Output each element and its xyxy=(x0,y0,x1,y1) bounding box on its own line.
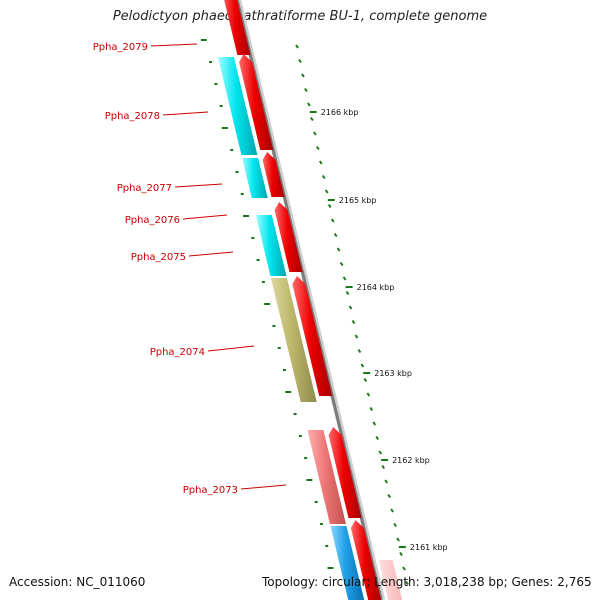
scale-minor-tick xyxy=(393,522,397,528)
scale-minor-tick xyxy=(405,580,409,586)
blue-cog-2072 xyxy=(330,526,365,600)
scale-minor-tick xyxy=(351,319,356,325)
pink-feature xyxy=(378,560,403,600)
scale-minor-tick xyxy=(378,450,383,455)
scale-label: 2164 kbp xyxy=(357,283,395,292)
scale-label: 2165 kbp xyxy=(339,196,377,205)
scale-label: 2162 kbp xyxy=(392,456,430,465)
gene-label-leader xyxy=(182,214,228,220)
gene-label-leader xyxy=(150,43,198,47)
scale-minor-tick xyxy=(301,73,305,78)
gene-label[interactable]: Ppha_2073 xyxy=(183,485,238,496)
red-gene-2078 xyxy=(239,54,274,150)
scale-minor-tick xyxy=(375,435,380,441)
gene-label[interactable]: Ppha_2079 xyxy=(93,42,148,53)
scale-minor-tick xyxy=(402,566,406,571)
scale-minor-tick xyxy=(304,87,308,93)
salmon-cog-2073 xyxy=(307,430,346,524)
gene-label-leader xyxy=(188,251,234,257)
scale-minor-tick xyxy=(295,44,299,49)
backbone-line xyxy=(235,0,383,600)
gene-label-leader xyxy=(207,345,255,352)
gene-label[interactable]: Ppha_2078 xyxy=(105,111,160,122)
khaki-cog-2074 xyxy=(270,278,317,402)
scale-minor-tick xyxy=(307,102,311,107)
scale-minor-tick xyxy=(345,290,350,296)
red-gene-2079 xyxy=(224,0,251,55)
scale-label: 2166 kbp xyxy=(321,108,359,117)
scale-minor-tick xyxy=(318,160,323,165)
scale-minor-tick xyxy=(369,406,374,412)
gene-label[interactable]: Ppha_2076 xyxy=(125,215,180,226)
inner-tick-marks xyxy=(200,39,334,569)
scale-minor-tick xyxy=(315,145,320,151)
scale-minor-tick xyxy=(339,261,344,267)
red-gene-2072 xyxy=(350,520,382,600)
accession-text: Accession: NC_011060 xyxy=(9,575,146,589)
scale-minor-tick xyxy=(354,334,359,339)
scale-minor-tick xyxy=(348,305,353,310)
scale-minor-tick xyxy=(310,116,314,122)
red-gene-2077 xyxy=(262,152,285,197)
scale-minor-tick xyxy=(372,421,377,426)
scale-minor-tick xyxy=(357,348,362,354)
scale-minor-tick xyxy=(384,479,389,484)
red-gene-2075-2074 xyxy=(292,276,333,396)
gene-track xyxy=(217,0,403,600)
red-gene-2073 xyxy=(328,427,362,518)
scale-minor-tick xyxy=(366,392,371,397)
gene-label[interactable]: Ppha_2075 xyxy=(131,252,186,263)
scale-minor-tick xyxy=(396,537,400,542)
scale-minor-tick xyxy=(381,464,386,470)
scale-minor-tick xyxy=(333,232,338,238)
cyan-cog-2077 xyxy=(242,158,268,198)
scale-minor-tick xyxy=(399,551,403,557)
scale-minor-tick xyxy=(330,218,335,223)
scale-minor-tick xyxy=(363,377,368,383)
gene-label[interactable]: Ppha_2074 xyxy=(150,347,205,358)
scale-minor-tick xyxy=(387,493,391,499)
scale-minor-tick xyxy=(321,174,326,180)
scale-minor-tick xyxy=(298,58,302,64)
scale-minor-tick xyxy=(360,363,365,368)
scale-minor-tick xyxy=(327,203,332,209)
scale-minor-tick xyxy=(324,189,329,194)
summary-text: Topology: circular; Length: 3,018,238 bp… xyxy=(262,575,592,589)
red-gene-2076 xyxy=(274,202,303,272)
scale-label: 2163 kbp xyxy=(374,369,412,378)
gene-label[interactable]: Ppha_2077 xyxy=(117,183,172,194)
cyan-cog-2078 xyxy=(217,57,258,155)
gene-label-leader xyxy=(162,111,209,116)
backbone-layer xyxy=(235,0,386,600)
scale-minor-tick xyxy=(313,131,317,136)
outer-scale-ticks: 2166 kbp 2165 kbp 2164 kbp 2163 kbp 2162 kbp… xyxy=(295,44,448,586)
map-title: Pelodictyon phaeoclathratiforme BU-1, co… xyxy=(112,9,488,24)
scale-minor-tick xyxy=(390,508,394,513)
gene-label-leader xyxy=(174,183,223,188)
scale-minor-tick xyxy=(342,276,347,281)
gene-labels: Ppha_2079 Ppha_2078 Ppha_2077 Ppha_2076 Ppha… xyxy=(93,42,287,496)
gene-label-leader xyxy=(240,484,287,490)
scale-minor-tick xyxy=(336,247,341,252)
scale-label: 2161 kbp xyxy=(410,543,448,552)
cyan-cog-2075 xyxy=(255,215,287,276)
